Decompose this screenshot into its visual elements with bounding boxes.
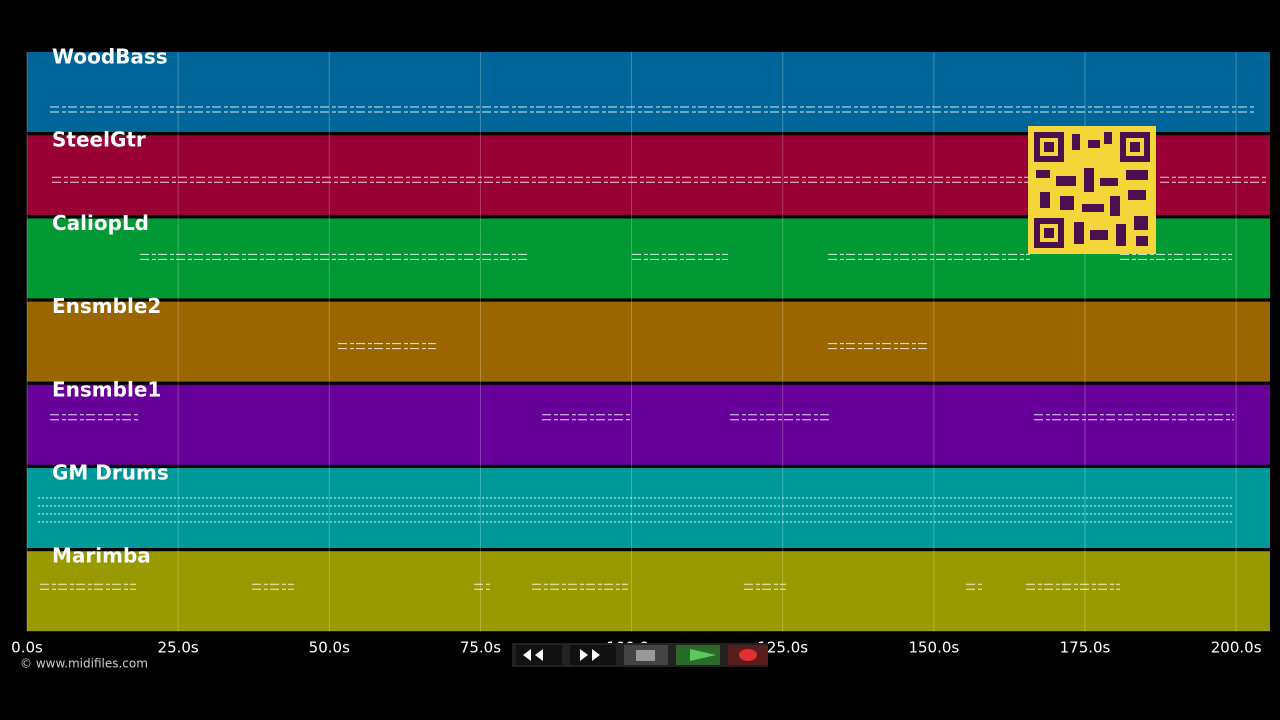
qr-code (1028, 126, 1156, 254)
track-lane (27, 384, 1270, 465)
track-lane (27, 52, 1270, 132)
x-tick-label: 75.0s (460, 639, 501, 657)
track-name: Ensmble2 (52, 294, 161, 318)
stop-button[interactable] (624, 645, 668, 665)
x-tick-label: 0.0s (11, 639, 43, 657)
notes (38, 106, 1268, 590)
x-tick-label: 175.0s (1060, 639, 1111, 657)
track-lane (27, 301, 1270, 382)
track-lane (27, 468, 1270, 548)
x-tick-label: 150.0s (908, 639, 959, 657)
track-name: Ensmble1 (52, 377, 161, 401)
x-tick-label: 25.0s (158, 639, 199, 657)
qr-pattern (1034, 132, 1150, 248)
record-button[interactable] (728, 645, 768, 665)
x-tick-label: 200.0s (1211, 639, 1262, 657)
grid (26, 52, 1237, 632)
track-name: WoodBass (52, 45, 168, 69)
x-tick-label: 50.0s (309, 639, 350, 657)
track-name: Marimba (52, 544, 151, 568)
transport-bar (512, 643, 768, 667)
track-name: CaliopLd (52, 211, 149, 235)
copyright: © www.midifiles.com (20, 657, 148, 671)
play-button[interactable] (676, 645, 720, 665)
rewind-button[interactable] (516, 645, 562, 665)
track-name: GM Drums (52, 461, 169, 485)
track-name: SteelGtr (52, 128, 146, 152)
track-lane (27, 551, 1270, 632)
x-tick-label: 125.0s (757, 639, 808, 657)
forward-button[interactable] (570, 645, 616, 665)
labels: WoodBass SteelGtr CaliopLd Ensmble2 Ensmble1… (11, 45, 1262, 657)
